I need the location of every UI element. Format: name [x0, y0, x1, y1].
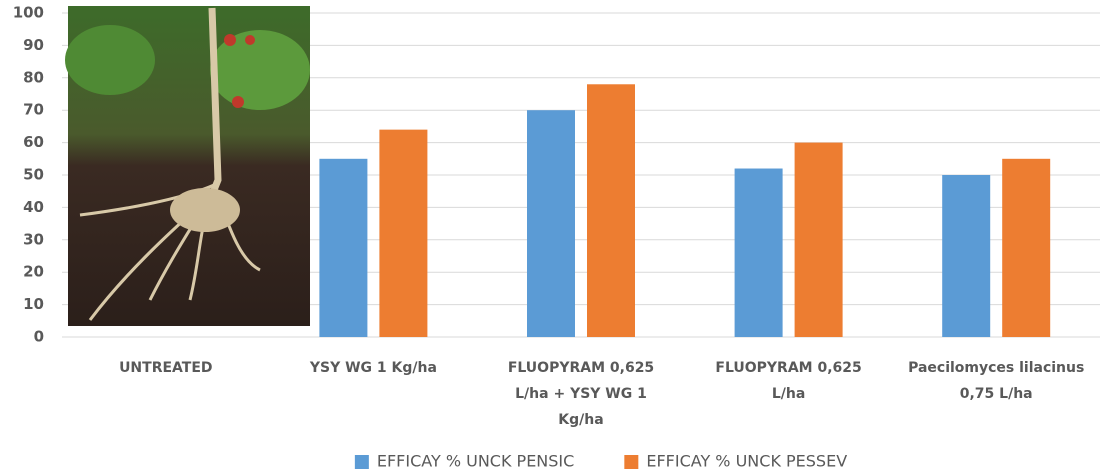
y-tick-label: 0 — [34, 328, 44, 346]
bar — [319, 159, 367, 337]
y-tick-label: 40 — [23, 198, 44, 216]
bar — [587, 84, 635, 337]
y-tick-label: 70 — [23, 101, 44, 119]
y-tick-label: 50 — [23, 166, 44, 184]
x-tick-label: YSY WG 1 Kg/ha — [309, 360, 437, 376]
bar — [527, 110, 575, 337]
y-tick-label: 30 — [23, 230, 44, 248]
x-tick-label: UNTREATED — [119, 360, 212, 376]
bar — [942, 175, 990, 337]
y-tick-label: 20 — [23, 263, 44, 281]
bar — [1002, 159, 1050, 337]
y-tick-label: 10 — [23, 295, 44, 313]
legend-label: EFFICAY % UNCK PESSEV — [646, 452, 847, 471]
chart: 0 10 20 30 40 50 60 70 80 90 100 UNTREATED YSY WG 1 … — [0, 0, 1108, 476]
photo — [65, 6, 310, 326]
bar — [795, 143, 843, 337]
legend-swatch — [355, 455, 369, 469]
legend-label: EFFICAY % UNCK PENSIC — [377, 452, 574, 471]
bar — [379, 130, 427, 337]
y-tick-label: 100 — [13, 4, 44, 22]
y-tick-label: 90 — [23, 36, 44, 54]
bar — [735, 169, 783, 337]
y-tick-label: 60 — [23, 133, 44, 151]
legend-swatch — [624, 455, 638, 469]
y-tick-label: 80 — [23, 68, 44, 86]
